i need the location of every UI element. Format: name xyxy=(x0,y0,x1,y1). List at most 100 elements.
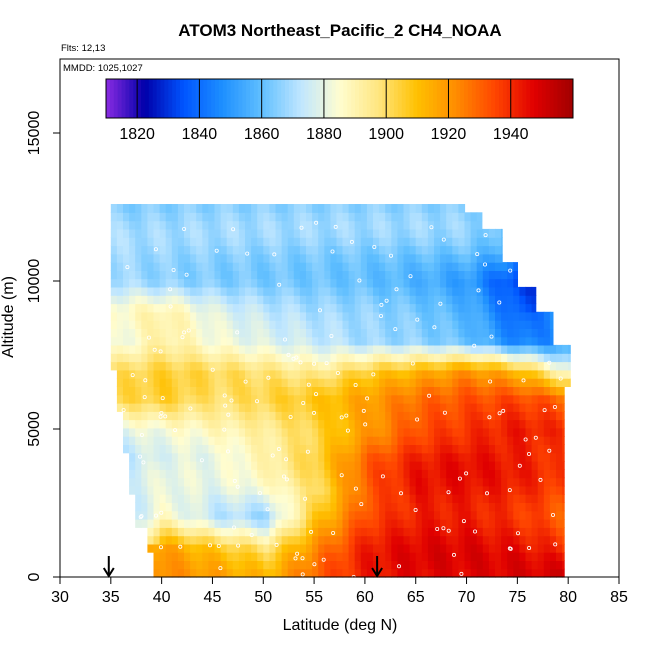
curtain-cell xyxy=(202,386,209,396)
curtain-cell xyxy=(446,237,453,247)
curtain-cell xyxy=(123,295,130,305)
curtain-cell xyxy=(379,320,386,329)
curtain-cell xyxy=(165,336,173,346)
curtain-cell xyxy=(464,320,472,329)
curtain-cell xyxy=(354,369,362,379)
curtain-cell xyxy=(543,494,551,503)
curtain-cell xyxy=(312,452,319,462)
curtain-cell xyxy=(354,245,362,255)
curtain-cell xyxy=(159,245,167,255)
curtain-cell xyxy=(415,510,423,520)
curtain-cell xyxy=(135,320,142,329)
curtain-cell xyxy=(409,228,417,238)
curtain-cell xyxy=(257,394,264,404)
curtain-cell xyxy=(275,237,283,247)
sample-point xyxy=(171,267,176,272)
curtain-cell xyxy=(214,394,222,404)
curtain-cell xyxy=(177,286,185,296)
curtain-cell xyxy=(196,353,203,363)
curtain-cell xyxy=(409,477,417,487)
curtain-cell xyxy=(312,344,319,354)
curtain-cell xyxy=(482,469,490,479)
curtain-cell xyxy=(354,328,362,338)
curtain-cell xyxy=(214,253,222,263)
curtain-cell xyxy=(458,212,466,222)
curtain-cell xyxy=(324,560,331,570)
curtain-cell xyxy=(391,378,398,387)
curtain-cell xyxy=(299,336,307,346)
arrow-head xyxy=(102,567,115,578)
colorbar-segment xyxy=(218,79,224,118)
curtain-cell xyxy=(165,286,173,296)
curtain-cell xyxy=(299,510,307,520)
curtain-cell xyxy=(287,452,295,462)
curtain-cell xyxy=(147,469,155,479)
curtain-cell xyxy=(110,220,118,230)
curtain-cell xyxy=(525,320,533,329)
curtain-cell xyxy=(275,568,283,578)
curtain-cell xyxy=(220,369,228,379)
curtain-cell xyxy=(421,485,429,495)
curtain-cell xyxy=(330,204,338,213)
curtain-cell xyxy=(391,270,398,280)
colorbar-segment xyxy=(393,79,399,118)
sample-point xyxy=(142,395,147,400)
curtain-cell xyxy=(287,394,295,404)
curtain-cell xyxy=(507,295,514,305)
curtain-cell xyxy=(464,245,472,255)
curtain-cell xyxy=(281,461,289,470)
curtain-cell xyxy=(257,419,264,429)
curtain-cell xyxy=(232,336,240,346)
curtain-cell xyxy=(366,262,374,271)
curtain-cell xyxy=(537,353,545,363)
curtain-cell xyxy=(208,560,216,570)
colorbar-segment xyxy=(487,79,492,118)
curtain-cell xyxy=(415,494,423,503)
curtain-cell xyxy=(116,378,124,387)
curtain-cell xyxy=(354,469,362,479)
curtain-cell xyxy=(440,311,447,321)
curtain-cell xyxy=(427,477,435,487)
curtain-cell xyxy=(458,228,466,238)
curtain-cell xyxy=(238,477,246,487)
sample-point xyxy=(501,408,506,413)
curtain-cell xyxy=(196,419,203,429)
curtain-cell xyxy=(202,560,209,570)
curtain-cell xyxy=(202,303,209,313)
curtain-cell xyxy=(366,535,374,545)
curtain-cell xyxy=(318,560,325,570)
curtain-cell xyxy=(385,477,392,487)
curtain-cell xyxy=(354,560,362,570)
curtain-cell xyxy=(385,403,392,412)
curtain-cell xyxy=(299,452,307,462)
curtain-cell xyxy=(373,519,380,528)
curtain-cell xyxy=(379,270,386,280)
curtain-cell xyxy=(501,552,508,561)
curtain-cell xyxy=(208,461,216,470)
colorbar-tick-label: 1940 xyxy=(493,126,529,143)
curtain-cell xyxy=(519,535,527,545)
curtain-cell xyxy=(342,519,350,528)
sample-point xyxy=(488,379,493,384)
curtain-cell xyxy=(385,320,392,329)
sample-point xyxy=(313,392,318,397)
colorbar-segment xyxy=(347,79,352,118)
curtain-cell xyxy=(159,311,167,321)
curtain-cell xyxy=(458,494,466,503)
curtain-cell xyxy=(257,320,264,329)
curtain-cell xyxy=(507,303,514,313)
curtain-cell xyxy=(257,485,264,495)
curtain-cell xyxy=(165,527,173,537)
curtain-cell xyxy=(501,461,508,470)
curtain-cell xyxy=(312,543,319,553)
curtain-cell xyxy=(385,262,392,271)
colorbar-segment xyxy=(144,79,150,118)
curtain-cell xyxy=(470,212,478,222)
curtain-cell xyxy=(269,461,277,470)
curtain-cell xyxy=(421,502,429,512)
curtain-cell xyxy=(391,344,398,354)
curtain-cell xyxy=(342,386,350,396)
curtain-cell xyxy=(342,212,350,222)
curtain-cell xyxy=(501,344,508,354)
curtain-cell xyxy=(196,461,203,470)
